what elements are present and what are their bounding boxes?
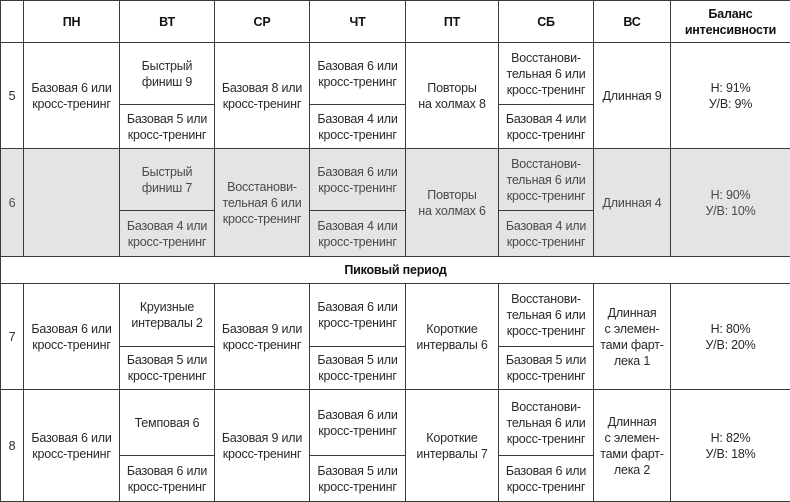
cell-sun: Длинная 4: [594, 149, 671, 257]
cell-thu-primary: Базовая 6 или кросс-тренинг: [310, 43, 406, 105]
cell-tue-primary: Быстрый финиш 9: [120, 43, 215, 105]
cell-sat-primary: Восстанови- тельная 6 или кросс-тренинг: [499, 284, 594, 347]
section-row: Пиковый период: [1, 257, 790, 284]
cell-balance: Н: 80% У/В: 20%: [671, 284, 790, 390]
cell-mon: Базовая 6 или кросс-тренинг: [24, 390, 120, 502]
cell-thu-alternate: Базовая 4 или кросс-тренинг: [310, 105, 406, 149]
week-number: 7: [1, 284, 24, 390]
cell-tue-primary: Темповая 6: [120, 390, 215, 456]
cell-sat-alternate: Базовая 6 или кросс-тренинг: [499, 456, 594, 502]
header-mon: ПН: [24, 1, 120, 43]
cell-sat-alternate: Базовая 4 или кросс-тренинг: [499, 105, 594, 149]
cell-thu-alternate: Базовая 5 или кросс-тренинг: [310, 347, 406, 390]
cell-sun: Длинная с элемен- тами фарт- лека 1: [594, 284, 671, 390]
cell-sat-primary: Восстанови- тельная 6 или кросс-тренинг: [499, 390, 594, 456]
cell-wed: Базовая 8 или кросс-тренинг: [215, 43, 310, 149]
cell-fri: Короткие интервалы 7: [406, 390, 499, 502]
cell-sun: Длинная с элемен- тами фарт- лека 2: [594, 390, 671, 502]
cell-sat-alternate: Базовая 5 или кросс-тренинг: [499, 347, 594, 390]
cell-thu-alternate: Базовая 4 или кросс-тренинг: [310, 211, 406, 257]
header-wed: СР: [215, 1, 310, 43]
week-number: 6: [1, 149, 24, 257]
cell-wed: Восстанови- тельная 6 или кросс-тренинг: [215, 149, 310, 257]
cell-tue-alternate: Базовая 6 или кросс-тренинг: [120, 456, 215, 502]
header-sun: ВС: [594, 1, 671, 43]
cell-sat-primary: Восстанови- тельная 6 или кросс-тренинг: [499, 43, 594, 105]
cell-balance: Н: 91% У/В: 9%: [671, 43, 790, 149]
cell-fri: Повторы на холмах 6: [406, 149, 499, 257]
week-number: 8: [1, 390, 24, 502]
cell-sat-alternate: Базовая 4 или кросс-тренинг: [499, 211, 594, 257]
header-row: ПН ВТ СР ЧТ ПТ СБ ВС Баланс интенсивност…: [1, 1, 790, 43]
cell-mon: [24, 149, 120, 257]
header-sat: СБ: [499, 1, 594, 43]
cell-tue-primary: Круизные интервалы 2: [120, 284, 215, 347]
cell-fri: Повторы на холмах 8: [406, 43, 499, 149]
header-fri: ПТ: [406, 1, 499, 43]
week-number: 5: [1, 43, 24, 149]
cell-tue-alternate: Базовая 5 или кросс-тренинг: [120, 105, 215, 149]
cell-thu-primary: Базовая 6 или кросс-тренинг: [310, 390, 406, 456]
cell-thu-alternate: Базовая 5 или кросс-тренинг: [310, 456, 406, 502]
section-title: Пиковый период: [1, 257, 790, 284]
cell-tue-alternate: Базовая 5 или кросс-тренинг: [120, 347, 215, 390]
cell-thu-primary: Базовая 6 или кросс-тренинг: [310, 284, 406, 347]
cell-fri: Короткие интервалы 6: [406, 284, 499, 390]
cell-tue-primary: Быстрый финиш 7: [120, 149, 215, 211]
cell-thu-primary: Базовая 6 или кросс-тренинг: [310, 149, 406, 211]
cell-tue-alternate: Базовая 4 или кросс-тренинг: [120, 211, 215, 257]
header-intensity-balance: Баланс интенсивности: [671, 1, 790, 43]
cell-wed: Базовая 9 или кросс-тренинг: [215, 284, 310, 390]
header-thu: ЧТ: [310, 1, 406, 43]
cell-sun: Длинная 9: [594, 43, 671, 149]
header-week: [1, 1, 24, 43]
cell-mon: Базовая 6 или кросс-тренинг: [24, 284, 120, 390]
cell-mon: Базовая 6 или кросс-тренинг: [24, 43, 120, 149]
header-tue: ВТ: [120, 1, 215, 43]
cell-sat-primary: Восстанови- тельная 6 или кросс-тренинг: [499, 149, 594, 211]
cell-wed: Базовая 9 или кросс-тренинг: [215, 390, 310, 502]
cell-balance: Н: 90% У/В: 10%: [671, 149, 790, 257]
cell-balance: Н: 82% У/В: 18%: [671, 390, 790, 502]
